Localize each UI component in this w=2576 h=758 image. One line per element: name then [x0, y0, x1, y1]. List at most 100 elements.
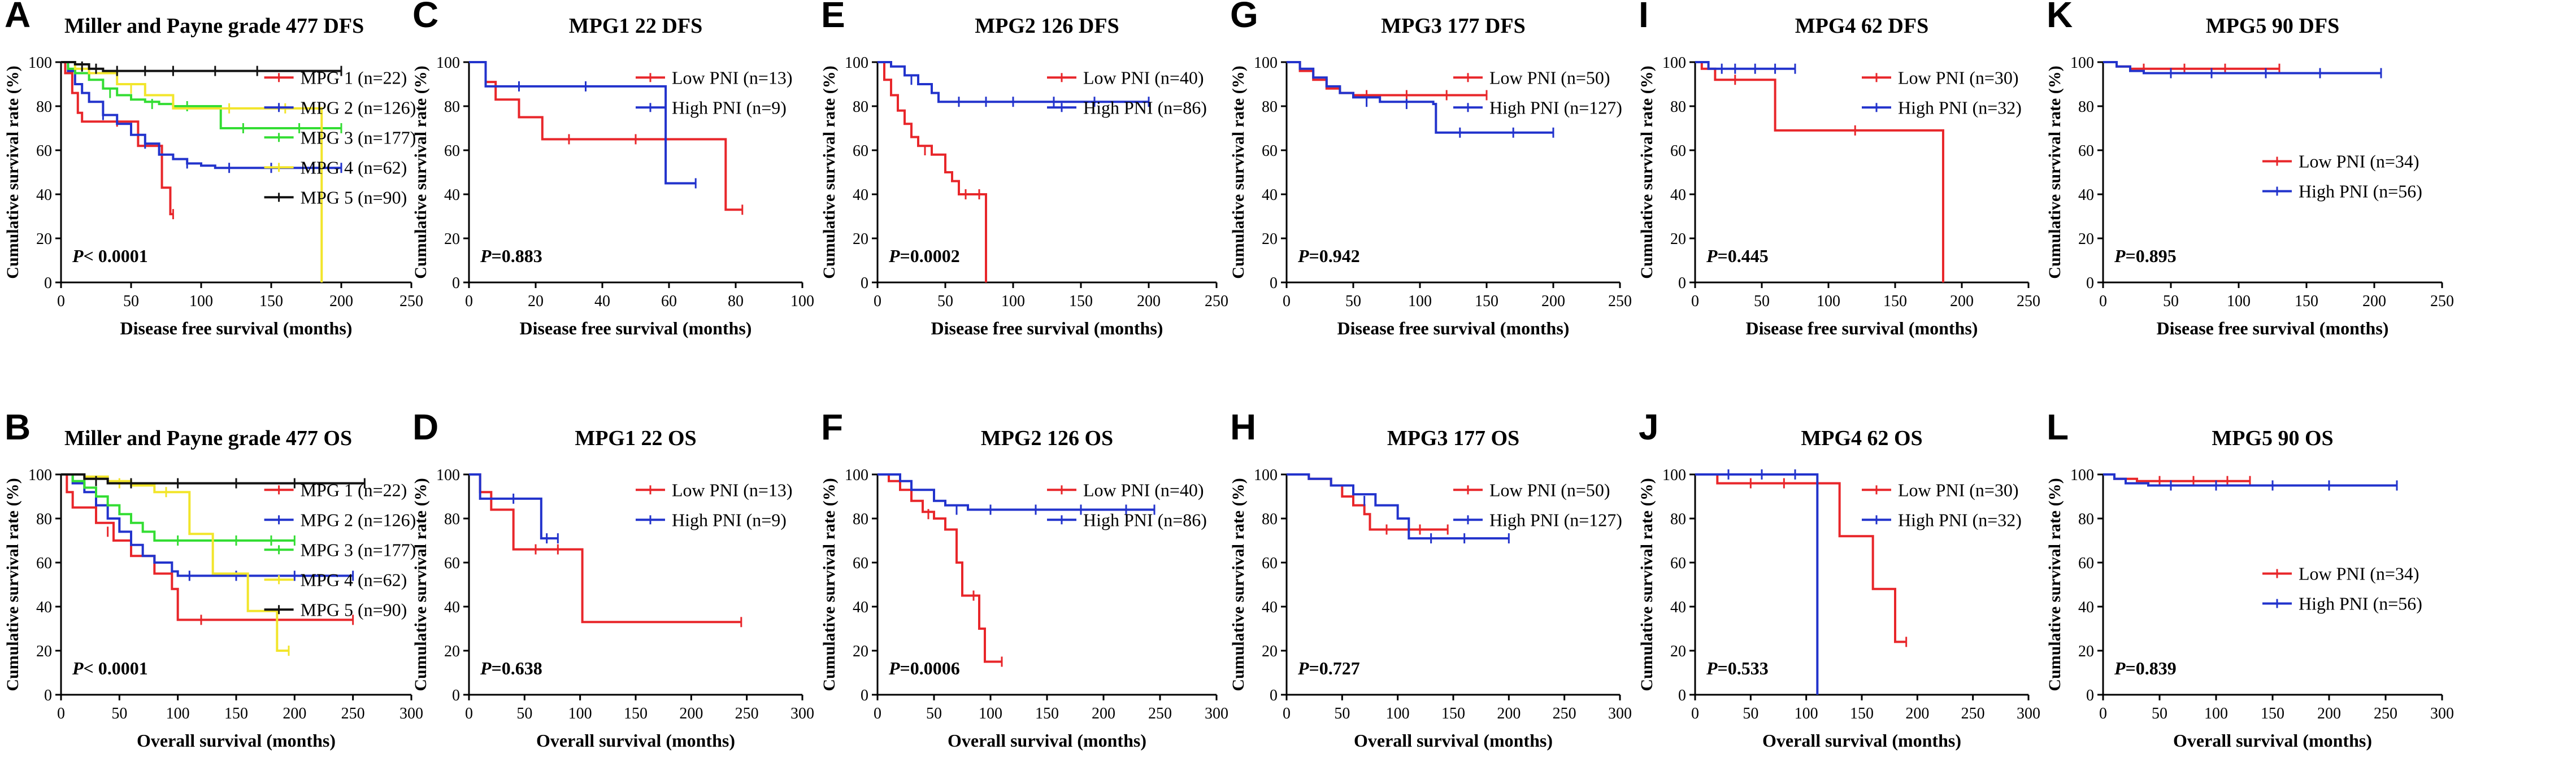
y-tick-label: 40 [853, 599, 868, 616]
x-tick-label: 0 [57, 705, 65, 722]
x-tick-label: 0 [1283, 705, 1291, 722]
x-axis-label: Overall survival (months) [2173, 730, 2372, 751]
x-tick-label: 150 [259, 293, 283, 310]
p-value: < 0.0001 [84, 246, 148, 266]
p-symbol: P [480, 658, 492, 678]
legend-label: High PNI (n=9) [672, 97, 787, 117]
p-value: 0.883 [502, 246, 542, 266]
y-tick-label: 20 [2078, 230, 2094, 248]
x-tick-label: 150 [2295, 293, 2318, 310]
legend-label: Low PNI (n=40) [1083, 480, 1204, 500]
chart-title: MPG2 126 OS [981, 426, 1113, 450]
y-tick-label: 40 [36, 186, 52, 204]
x-tick-label: 250 [1148, 705, 1172, 722]
y-tick-label: 60 [2078, 555, 2094, 572]
series-line-mpg-1 [61, 473, 353, 621]
p-equals: = [1309, 246, 1319, 266]
panel-k: K MPG5 90 DFS 0 50 100 150 200 250 0 20 40 60 80 100 D… [2045, 0, 2454, 338]
y-tick-label: 80 [36, 98, 52, 116]
x-tick-label: 50 [926, 705, 942, 722]
chart-title: MPG5 90 OS [2212, 426, 2333, 450]
x-tick-label: 300 [790, 705, 814, 722]
x-tick-label: 50 [516, 705, 532, 722]
p-value-label: P=0.0002 [888, 246, 960, 266]
x-tick-label: 150 [1475, 293, 1498, 310]
legend-label: High PNI (n=86) [1083, 509, 1207, 530]
x-tick-label: 300 [1608, 705, 1632, 722]
y-tick-label: 100 [845, 54, 868, 72]
series-line-low-pni [1695, 473, 1906, 643]
x-tick-label: 250 [735, 705, 759, 722]
x-tick-label: 0 [1691, 705, 1699, 722]
panel-letter: L [2047, 407, 2069, 447]
x-tick-label: 100 [979, 705, 1002, 722]
p-equals: = [1718, 246, 1728, 266]
legend-label: MPG 2 (n=126) [301, 97, 416, 117]
x-tick-label: 20 [528, 293, 544, 310]
x-tick-label: 150 [1850, 705, 1874, 722]
y-tick-label: 100 [1662, 467, 1686, 484]
x-tick-label: 100 [166, 705, 190, 722]
y-tick-label: 60 [1670, 555, 1686, 572]
legend-label: MPG 4 (n=62) [301, 157, 407, 177]
p-symbol: P [1297, 658, 1309, 678]
x-tick-label: 100 [1817, 293, 1840, 310]
legend-label: MPG 1 (n=22) [301, 480, 407, 500]
series-line-high-pni [878, 61, 1149, 103]
chart-title: MPG2 126 DFS [975, 14, 1119, 38]
y-tick-label: 20 [853, 230, 868, 248]
y-tick-label: 20 [1670, 230, 1686, 248]
y-axis-label: Cumulative survival rate (%) [1229, 66, 1248, 278]
x-tick-label: 250 [341, 705, 365, 722]
y-tick-label: 40 [1262, 186, 1278, 204]
p-equals: = [492, 246, 502, 266]
p-value: 0.638 [502, 658, 542, 678]
x-tick-label: 200 [2317, 705, 2341, 722]
x-tick-label: 0 [465, 705, 473, 722]
y-tick-label: 20 [36, 643, 52, 660]
y-tick-label: 100 [1254, 54, 1278, 72]
legend-label: MPG 3 (n=177) [301, 127, 416, 147]
x-tick-label: 100 [1001, 293, 1025, 310]
series-line-high-pni [1695, 473, 1819, 695]
legend-label: MPG 2 (n=126) [301, 509, 416, 530]
chart-title: MPG1 22 DFS [569, 14, 702, 38]
legend-label: Low PNI (n=34) [2299, 151, 2419, 172]
p-value: 0.533 [1728, 658, 1769, 678]
p-equals: = [1309, 658, 1319, 678]
p-value-label: P=0.895 [2114, 246, 2177, 266]
x-tick-label: 50 [2152, 705, 2167, 722]
y-tick-label: 80 [853, 511, 868, 528]
p-value: 0.839 [2136, 658, 2177, 678]
x-axis-label: Disease free survival (months) [2157, 318, 2389, 338]
legend-label: Low PNI (n=50) [1489, 480, 1610, 500]
x-axis-label: Overall survival (months) [1762, 730, 1961, 751]
y-tick-label: 80 [1262, 511, 1278, 528]
x-tick-label: 60 [661, 293, 677, 310]
x-axis-label: Disease free survival (months) [931, 318, 1163, 338]
x-tick-label: 200 [1497, 705, 1521, 722]
x-tick-label: 150 [1069, 293, 1093, 310]
panel-f: F MPG2 126 OS 0 50 100 150 200 250 300 0 20 40 60 80 1… [820, 407, 1228, 751]
y-tick-label: 20 [36, 230, 52, 248]
y-axis-label: Cumulative survival rate (%) [3, 66, 22, 278]
y-tick-label: 20 [1670, 643, 1686, 660]
y-tick-label: 0 [44, 687, 52, 704]
series-line-low-pni [878, 61, 987, 282]
y-tick-label: 40 [1670, 186, 1686, 204]
panel-e: E MPG2 126 DFS 0 50 100 150 200 250 0 20 40 60 80 100… [820, 0, 1228, 338]
y-tick-label: 100 [2070, 467, 2094, 484]
p-equals: = [1718, 658, 1728, 678]
y-tick-label: 60 [1262, 142, 1278, 160]
y-tick-label: 20 [1262, 230, 1278, 248]
x-tick-label: 0 [465, 293, 473, 310]
x-tick-label: 100 [1386, 705, 1410, 722]
legend-label: Low PNI (n=30) [1898, 480, 2019, 500]
series-line-low-pni [1287, 473, 1448, 531]
x-tick-label: 250 [1553, 705, 1576, 722]
y-tick-label: 40 [444, 599, 460, 616]
x-tick-label: 0 [1691, 293, 1699, 310]
x-tick-label: 150 [224, 705, 248, 722]
y-tick-label: 100 [28, 54, 52, 72]
